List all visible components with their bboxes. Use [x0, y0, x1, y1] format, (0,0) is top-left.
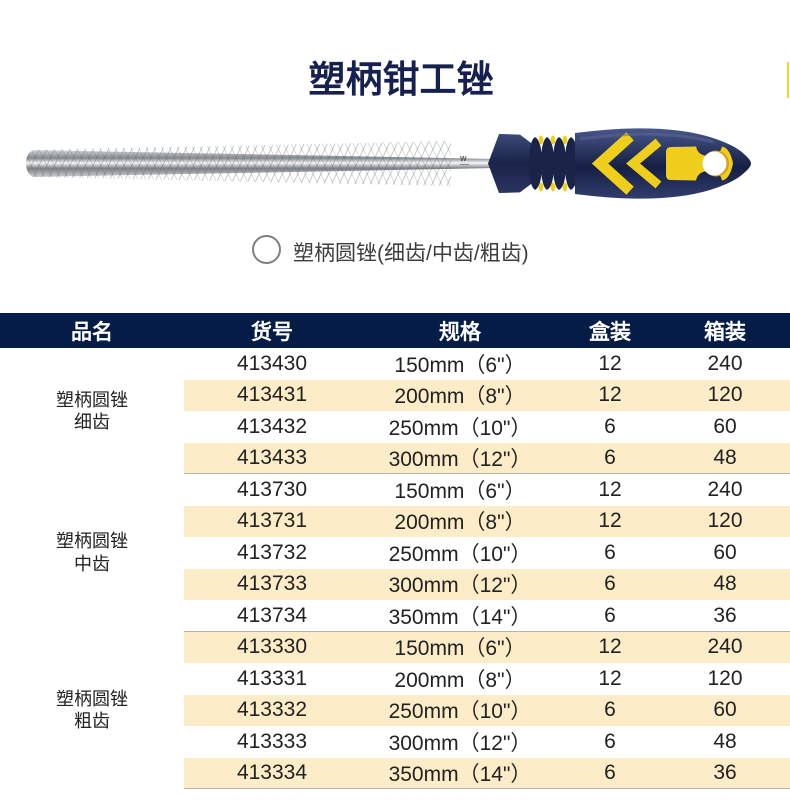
svg-text:W: W [460, 156, 467, 163]
